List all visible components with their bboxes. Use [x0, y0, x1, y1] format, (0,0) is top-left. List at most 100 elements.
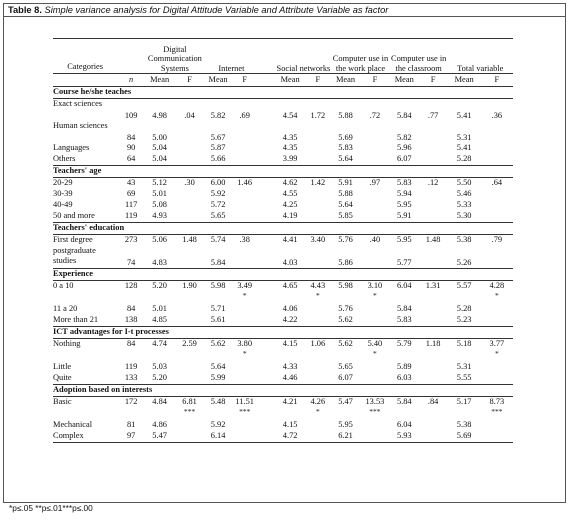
table-cell: 5.48 — [210, 397, 226, 406]
table-cell: .36 — [491, 110, 503, 120]
table-cell — [360, 211, 390, 223]
table-cell: 5.41 — [456, 143, 472, 152]
table-cell — [419, 246, 448, 269]
table-cell: 6.03 — [396, 373, 412, 382]
table-cell — [360, 189, 390, 200]
table-cell: 5.38 — [456, 420, 472, 429]
table-cell: 138 — [124, 315, 138, 324]
table-cell: 5.84 — [396, 304, 412, 313]
table-cell: 6.14 — [210, 431, 226, 440]
table-cell — [258, 304, 276, 315]
table-cell: 5.83 — [396, 315, 412, 324]
table-cell: 5.84 — [396, 110, 412, 120]
header-total-variable: Total variable — [457, 63, 504, 73]
table-cell: 4.65 — [282, 281, 298, 290]
section-title: Teachers' education — [53, 223, 125, 232]
table-cell: 5.82 — [396, 132, 412, 142]
table-cell: 69 — [126, 189, 136, 198]
table-cell: 5.88 — [338, 110, 353, 120]
row-label: 40-49 — [53, 200, 73, 209]
table-cell: 4.55 — [282, 189, 298, 198]
table-cell: 4.46 — [282, 373, 298, 382]
row-label: 30-39 — [53, 189, 73, 198]
table-cell: 5.86 — [338, 257, 353, 267]
table-cell: 5.47 — [152, 431, 167, 440]
table-cell: 5.50 — [456, 178, 472, 187]
significance-mark: *** — [239, 406, 251, 416]
table-cell: 3.77 * — [481, 339, 513, 363]
table-cell: 5.55 — [456, 373, 472, 382]
table-cell: 5.83 — [338, 143, 353, 152]
section-header-row: Course he/she teaches — [53, 87, 513, 99]
table-cell — [305, 200, 332, 211]
table-row: Mechanical 81 4.86 5.92 4.15 5.95 6.04 5.38 — [53, 420, 513, 431]
table-cell — [231, 373, 258, 385]
row-label: Exact sciences — [53, 99, 103, 108]
table-cell — [258, 99, 276, 122]
section-title: Adoption based on interests — [53, 385, 153, 394]
table-cell: 5.71 — [210, 304, 226, 313]
table-cell — [258, 200, 276, 211]
table-cell: 84 — [126, 339, 136, 348]
table-cell: 64 — [126, 154, 136, 163]
table-cell: .40 — [369, 235, 381, 244]
section-header-row: Experience — [53, 269, 513, 281]
table-cell — [481, 189, 513, 200]
table-cell — [305, 211, 332, 223]
significance-mark: *** — [369, 406, 381, 416]
row-label: Human sciences — [53, 121, 108, 130]
caption-title: Simple variance analysis for Digital Att… — [44, 5, 389, 15]
table-cell: 4.25 — [282, 200, 298, 209]
table-cell: 5.91 — [396, 211, 412, 220]
table-cell: 5.93 — [396, 431, 412, 440]
table-cell: 4.35 — [282, 132, 298, 142]
table-cell: 5.03 — [152, 362, 167, 371]
table-cell — [231, 200, 258, 211]
table-cell — [360, 121, 390, 143]
table-row: More than 21 138 4.85 5.61 4.22 5.62 5.83 5.23 — [53, 315, 513, 327]
table-cell: 5.66 — [210, 154, 226, 163]
significance-mark: *** — [183, 406, 196, 416]
row-label: 11 a 20 — [53, 304, 78, 313]
significance-footnote: *p≤.05 **p≤.01***p≤.00 — [9, 503, 93, 513]
table-body: Course he/she teaches Exact sciences 109 4.… — [53, 87, 513, 443]
significance-mark: * — [494, 290, 499, 300]
table-cell — [305, 420, 332, 431]
table-cell: 5.96 — [396, 143, 412, 152]
table-cell: 90 — [126, 143, 136, 152]
table-cell: 5.12 — [152, 178, 167, 187]
table-cell: 5.69 — [338, 132, 353, 142]
table-cell — [419, 121, 448, 143]
table-cell — [305, 362, 332, 373]
table-row: Quite 133 5.20 5.99 4.46 6.07 6.03 5.55 — [53, 373, 513, 385]
table-cell — [174, 420, 205, 431]
table-row: Little 119 5.03 5.64 4.33 5.65 5.89 5.31 — [53, 362, 513, 373]
header-mean: Mean — [144, 73, 175, 87]
table-cell: 5.98 — [210, 281, 226, 290]
table-row: 50 and more 119 4.93 5.65 4.19 5.85 5.91 5.30 — [53, 211, 513, 223]
table-cell — [360, 373, 390, 385]
cell-value: 3.77 — [489, 339, 505, 348]
table-cell: 4.22 — [282, 315, 298, 324]
table-cell: 84 — [126, 304, 136, 313]
section-header-row: Teachers' age — [53, 166, 513, 178]
table-cell: .77 — [427, 110, 439, 120]
significance-mark: * — [373, 290, 377, 300]
significance-mark: *** — [491, 406, 503, 416]
table-cell — [258, 431, 276, 443]
table-cell: 5.65 — [338, 362, 353, 371]
table-cell: 4.72 — [282, 431, 298, 440]
table-cell: 5.46 — [456, 189, 472, 198]
table-cell: 4.33 — [282, 362, 298, 371]
table-cell: 1.06 — [310, 339, 326, 348]
table-cell — [419, 431, 448, 443]
table-cell: 5.31 — [456, 132, 472, 142]
table-cell — [231, 121, 258, 143]
header-mean: Mean — [447, 73, 481, 87]
table-cell: 5.72 — [210, 200, 226, 209]
cell-value: 6.81 — [182, 397, 197, 406]
table-cell: .04 — [184, 110, 195, 120]
table-cell: 5.65 — [210, 211, 226, 220]
table-cell: 5.87 — [210, 143, 226, 152]
section-header-row: Adoption based on interests — [53, 385, 513, 397]
